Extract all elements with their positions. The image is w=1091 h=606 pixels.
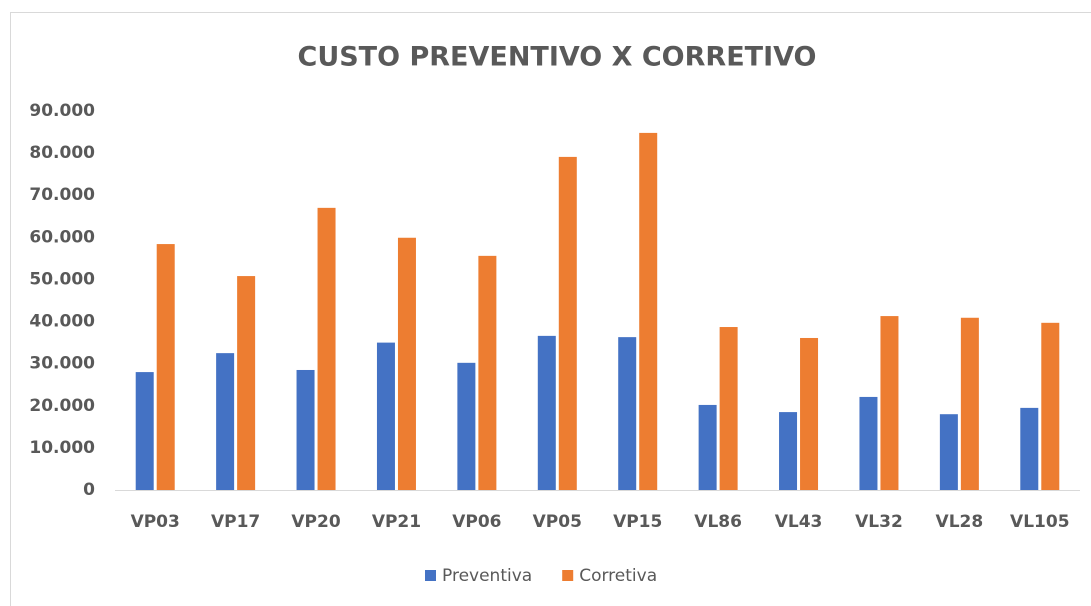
y-tick-label: 40.000 <box>29 312 95 332</box>
bar <box>237 276 256 490</box>
chart-border <box>10 12 1091 606</box>
bar <box>800 337 819 490</box>
bar <box>1041 322 1060 490</box>
y-tick-label: 70.000 <box>29 185 95 205</box>
legend-label: Preventiva <box>442 566 532 586</box>
y-tick-label: 50.000 <box>29 269 95 289</box>
bar <box>698 404 717 490</box>
legend-label: Corretiva <box>579 566 657 586</box>
x-tick-label: VP21 <box>372 512 421 532</box>
bar <box>779 412 798 490</box>
x-tick-label: VP03 <box>131 512 180 532</box>
y-tick-label: 10.000 <box>29 438 95 458</box>
y-tick-label: 80.000 <box>29 143 95 163</box>
bar <box>960 317 979 490</box>
bar <box>880 316 899 490</box>
x-tick-label: VP17 <box>211 512 260 532</box>
legend-swatch <box>425 570 436 581</box>
bar <box>859 396 878 490</box>
x-tick-label: VP06 <box>452 512 501 532</box>
bar <box>397 237 416 490</box>
bar <box>317 207 336 490</box>
chart-title: CUSTO PREVENTIVO X CORRETIVO <box>298 42 817 73</box>
bar <box>719 327 738 490</box>
x-tick-label: VP05 <box>533 512 582 532</box>
bar <box>216 353 235 490</box>
bar <box>156 244 175 490</box>
legend-swatch <box>562 570 574 581</box>
x-tick-label: VL86 <box>694 512 742 532</box>
bar <box>376 342 395 490</box>
bar <box>939 414 958 490</box>
bar <box>135 372 154 490</box>
bar <box>639 132 658 491</box>
y-tick-label: 30.000 <box>29 354 95 374</box>
bar <box>537 335 556 490</box>
x-tick-label: VL32 <box>855 512 903 532</box>
bar <box>558 156 577 490</box>
bar <box>478 255 497 490</box>
y-tick-label: 0 <box>83 480 95 500</box>
y-tick-label: 90.000 <box>29 101 95 121</box>
x-tick-label: VL105 <box>1010 512 1069 532</box>
bar <box>296 369 315 490</box>
x-tick-label: VP15 <box>613 512 662 532</box>
bar <box>618 337 637 490</box>
bar <box>457 362 476 490</box>
y-tick-label: 20.000 <box>29 396 95 416</box>
bar <box>1020 407 1039 490</box>
y-tick-label: 60.000 <box>29 227 95 247</box>
x-tick-label: VL28 <box>936 512 984 532</box>
x-tick-label: VL43 <box>775 512 823 532</box>
x-tick-label: VP20 <box>291 512 340 532</box>
